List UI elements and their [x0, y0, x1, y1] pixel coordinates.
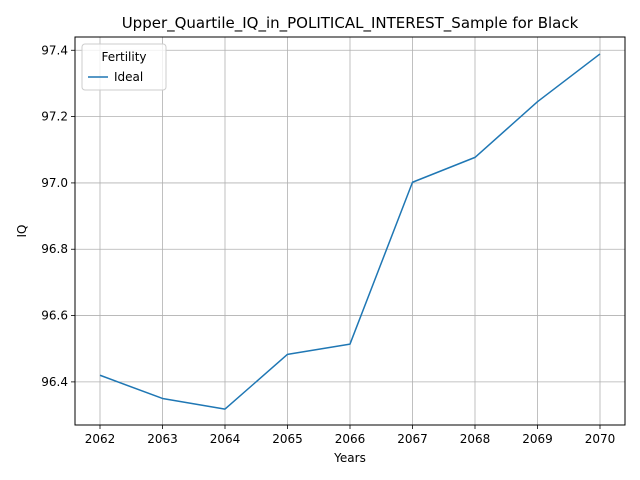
x-tick-label: 2062: [85, 432, 116, 446]
series-layer: [99, 53, 601, 410]
x-axis-label: Years: [333, 451, 366, 465]
x-tick-label: 2065: [272, 432, 303, 446]
y-tick-label: 97.0: [41, 176, 68, 190]
legend-title: Fertility: [101, 50, 146, 64]
x-axis-ticks: 2062 2063 2064 2065 2066 2067 2068 2069 2070: [85, 425, 616, 446]
x-tick-label: 2064: [210, 432, 241, 446]
y-tick-label: 96.8: [41, 242, 68, 256]
y-tick-label: 96.6: [41, 309, 68, 323]
x-tick-label: 2069: [522, 432, 553, 446]
legend-label-ideal: Ideal: [114, 70, 143, 84]
legend: Fertility Ideal: [81, 43, 167, 91]
y-tick-label: 96.4: [41, 375, 68, 389]
x-tick-label: 2067: [397, 432, 428, 446]
y-axis-ticks: 96.4 96.6 96.8 97.0 97.2 97.4: [41, 43, 75, 389]
x-tick-label: 2070: [585, 432, 616, 446]
y-tick-label: 97.2: [41, 110, 68, 124]
y-tick-label: 97.4: [41, 43, 68, 57]
chart-title: Upper_Quartile_IQ_in_POLITICAL_INTEREST_…: [122, 14, 579, 33]
x-tick-label: 2068: [460, 432, 491, 446]
legend-box: [81, 43, 167, 91]
x-tick-label: 2063: [147, 432, 178, 446]
y-axis-label: IQ: [15, 225, 29, 238]
x-tick-label: 2066: [335, 432, 366, 446]
